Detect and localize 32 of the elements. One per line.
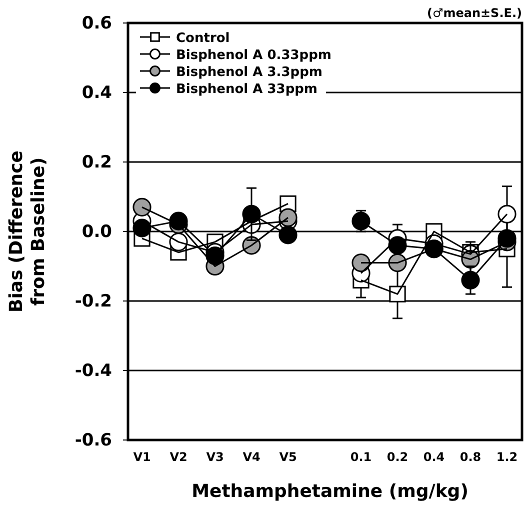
x-tick-label: V4 (242, 450, 260, 464)
legend-label: Bisphenol A 0.33ppm (176, 48, 332, 63)
point (461, 270, 480, 290)
legend-label: Bisphenol A 3.3ppm (176, 65, 322, 80)
point (352, 212, 370, 230)
x-tick-label: 0.4 (423, 450, 445, 464)
y-tick-label: -0.2 (74, 291, 112, 312)
y-tick-label: -0.6 (74, 430, 112, 450)
y-tick-label: 0.4 (82, 82, 112, 103)
point (132, 218, 152, 238)
point (498, 229, 516, 248)
point (498, 204, 516, 224)
x-tick-label: 0.1 (350, 450, 372, 464)
point (132, 198, 152, 216)
text: (♂mean±S.E.) (426, 6, 522, 20)
y-tick-label: 0.0 (82, 222, 112, 242)
legend-label: Control (176, 31, 230, 46)
y-axis-title: Bias (Difference from Baseline) (6, 150, 49, 312)
x-tick-label: 1.2 (496, 450, 518, 464)
x-tick-label: V3 (206, 450, 224, 464)
x-tick-label: 0.8 (460, 450, 482, 464)
y-tick-label: 0.2 (82, 152, 112, 172)
legend-label: Bisphenol A 33ppm (176, 82, 318, 97)
x-tick-label: V1 (133, 450, 151, 464)
point (278, 226, 298, 244)
x-axis-title: Methamphetamine (mg/kg) (192, 481, 468, 502)
x-tick-label: V5 (279, 450, 297, 464)
x-tick-label: V2 (170, 450, 188, 464)
y-tick-label: 0.6 (82, 13, 112, 34)
x-tick-label: 0.2 (386, 450, 408, 464)
point (278, 208, 298, 227)
y-tick-label: -0.4 (74, 360, 112, 381)
